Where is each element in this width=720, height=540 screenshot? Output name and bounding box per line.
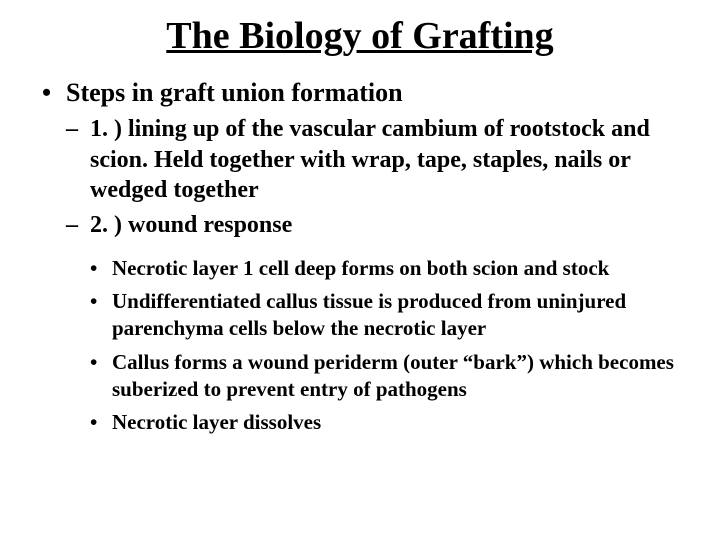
slide: The Biology of Grafting Steps in graft u… [0, 0, 720, 540]
bullet-list-level-2: 1. ) lining up of the vascular cambium o… [66, 114, 678, 437]
list-item-text: Steps in graft union formation [66, 78, 403, 107]
list-item: Callus forms a wound periderm (outer “ba… [90, 349, 678, 404]
bullet-list-level-3: Necrotic layer 1 cell deep forms on both… [90, 255, 678, 437]
list-item-text: Necrotic layer dissolves [112, 410, 321, 434]
list-item: Necrotic layer 1 cell deep forms on both… [90, 255, 678, 282]
list-item-text: 2. ) wound response [90, 212, 292, 238]
list-item: Steps in graft union formation 1. ) lini… [42, 78, 678, 437]
list-item-text: Necrotic layer 1 cell deep forms on both… [112, 256, 609, 280]
slide-title: The Biology of Grafting [42, 14, 678, 58]
list-item: Undifferentiated callus tissue is produc… [90, 288, 678, 343]
list-item: 1. ) lining up of the vascular cambium o… [66, 114, 678, 206]
list-item-text: Undifferentiated callus tissue is produc… [112, 289, 626, 340]
list-item-text: 1. ) lining up of the vascular cambium o… [90, 116, 650, 203]
bullet-list-level-1: Steps in graft union formation 1. ) lini… [42, 78, 678, 437]
list-item: 2. ) wound response Necrotic layer 1 cel… [66, 210, 678, 437]
list-item: Necrotic layer dissolves [90, 409, 678, 436]
list-item-text: Callus forms a wound periderm (outer “ba… [112, 350, 674, 401]
